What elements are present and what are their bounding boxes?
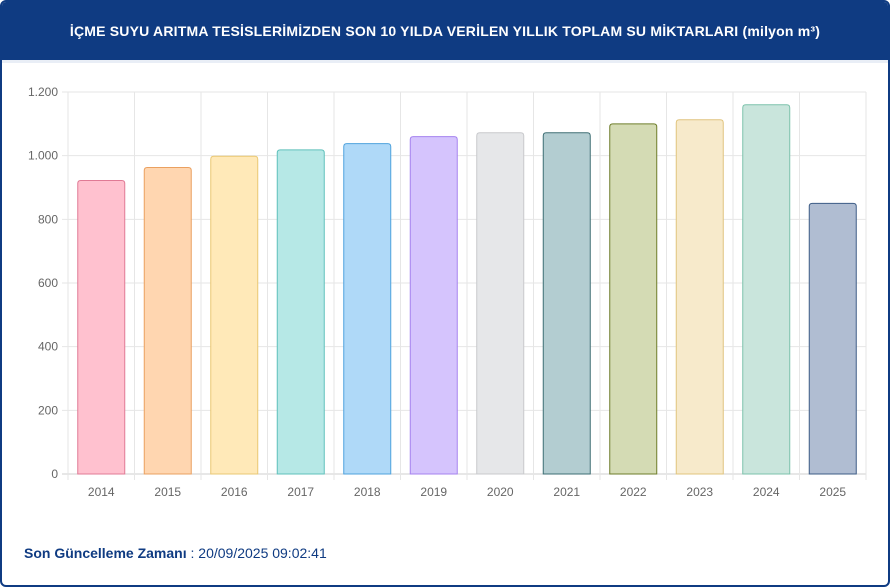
x-tick-label: 2014 bbox=[88, 485, 115, 499]
y-tick-label: 600 bbox=[38, 276, 58, 290]
x-tick-label: 2022 bbox=[620, 485, 647, 499]
last-update: Son Güncelleme Zamanı : 20/09/2025 09:02… bbox=[24, 545, 327, 561]
x-tick-label: 2024 bbox=[753, 485, 780, 499]
bar-2024[interactable] bbox=[742, 104, 791, 475]
header-divider bbox=[2, 60, 888, 63]
y-tick-label: 1.000 bbox=[28, 149, 58, 163]
bar-chart: 0 200 400 600 800 1.000 1.200 2014 2015 2016 2017… bbox=[28, 85, 867, 499]
y-tick-label: 0 bbox=[51, 467, 58, 481]
x-tick-label: 2019 bbox=[420, 485, 447, 499]
x-tick-label: 2020 bbox=[487, 485, 514, 499]
bar-2020[interactable] bbox=[476, 132, 525, 475]
y-tick-label: 200 bbox=[38, 403, 58, 417]
y-tick-label: 1.200 bbox=[28, 85, 58, 99]
bar-2016[interactable] bbox=[210, 155, 259, 475]
bar-2015[interactable] bbox=[143, 166, 192, 475]
bar-2019[interactable] bbox=[409, 136, 458, 475]
bar-2014[interactable] bbox=[77, 179, 126, 475]
x-tick-label: 2016 bbox=[221, 485, 248, 499]
y-axis: 0 200 400 600 800 1.000 1.200 bbox=[28, 85, 58, 481]
last-update-value: 20/09/2025 09:02:41 bbox=[198, 545, 327, 561]
bar-2021[interactable] bbox=[542, 132, 591, 475]
x-tick-label: 2017 bbox=[287, 485, 314, 499]
bar-2018[interactable] bbox=[343, 143, 392, 475]
x-tick-label: 2025 bbox=[819, 485, 846, 499]
bar-2023[interactable] bbox=[675, 119, 724, 475]
y-tick-label: 800 bbox=[38, 212, 58, 226]
chart-grid bbox=[62, 91, 867, 480]
y-tick-label: 400 bbox=[38, 340, 58, 354]
last-update-label: Son Güncelleme Zamanı bbox=[24, 545, 187, 561]
bar-2025[interactable] bbox=[808, 202, 857, 475]
last-update-separator: : bbox=[186, 545, 199, 561]
x-tick-label: 2023 bbox=[686, 485, 713, 499]
bar-2017[interactable] bbox=[276, 149, 325, 475]
chart-title: İÇME SUYU ARITMA TESİSLERİMİZDEN SON 10 … bbox=[2, 2, 888, 60]
chart-bars bbox=[77, 104, 857, 475]
bar-2022[interactable] bbox=[609, 123, 658, 475]
x-axis: 2014 2015 2016 2017 2018 2019 2020 2021 2022 2023… bbox=[88, 485, 847, 499]
x-tick-label: 2015 bbox=[154, 485, 181, 499]
x-tick-label: 2021 bbox=[553, 485, 580, 499]
x-tick-label: 2018 bbox=[354, 485, 381, 499]
